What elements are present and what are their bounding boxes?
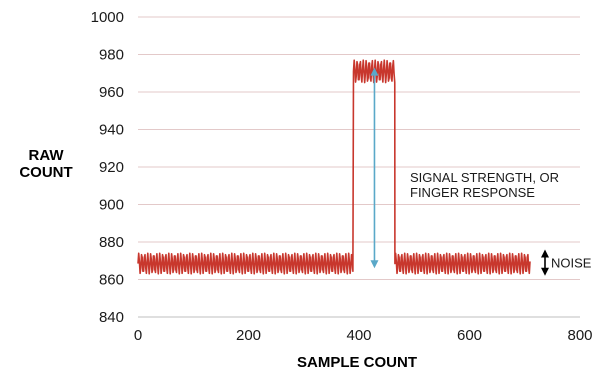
noise-label: NOISE <box>551 256 592 271</box>
y-tick-880: 880 <box>99 234 124 251</box>
x-tick-600: 600 <box>457 327 482 344</box>
annotations: SIGNAL STRENGTH, OR FINGER RESPONSE NOISE <box>370 67 592 276</box>
y-tick-860: 860 <box>99 272 124 289</box>
y-axis-title: RAW COUNT <box>19 147 72 181</box>
y-tick-1000: 1000 <box>91 9 124 26</box>
y-tick-960: 960 <box>99 84 124 101</box>
x-tick-800: 800 <box>567 327 592 344</box>
x-tick-0: 0 <box>134 327 142 344</box>
y-tick-920: 920 <box>99 159 124 176</box>
gridlines <box>138 16 580 280</box>
noise-arrow <box>541 249 549 276</box>
signal-strength-label: SIGNAL STRENGTH, OR FINGER RESPONSE <box>410 170 559 200</box>
signal-strength-arrow <box>370 67 379 269</box>
y-tick-940: 940 <box>99 122 124 139</box>
x-tick-400: 400 <box>346 327 371 344</box>
y-tick-900: 900 <box>99 197 124 214</box>
x-tick-200: 200 <box>236 327 261 344</box>
series-group <box>137 59 531 275</box>
y-tick-labels: 840 860 880 900 920 940 960 980 1000 <box>91 9 124 326</box>
y-tick-980: 980 <box>99 47 124 64</box>
x-axis-title: SAMPLE COUNT <box>297 354 417 371</box>
y-tick-840: 840 <box>99 309 124 326</box>
series-line-0 <box>137 59 531 275</box>
x-tick-labels: 0 200 400 600 800 <box>134 327 593 344</box>
